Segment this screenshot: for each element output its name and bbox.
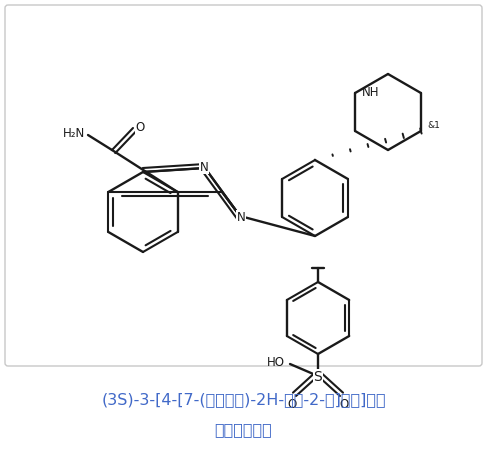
Text: S: S (314, 370, 322, 384)
Text: O: O (287, 398, 297, 411)
Text: (3S)-3-[4-[7-(氨基羰基)-2H-吲唑-2-基]苯基]哌啶: (3S)-3-[4-[7-(氨基羰基)-2H-吲唑-2-基]苯基]哌啶 (101, 392, 386, 407)
FancyBboxPatch shape (5, 5, 482, 366)
Text: O: O (339, 398, 349, 411)
Text: HO: HO (267, 356, 285, 368)
Text: &1: &1 (427, 120, 440, 129)
Text: O: O (135, 120, 145, 133)
Text: H₂N: H₂N (63, 126, 85, 140)
Text: 对甲苯磺酸盐: 对甲苯磺酸盐 (215, 423, 272, 438)
Text: NH: NH (362, 86, 380, 100)
Text: N: N (237, 211, 245, 224)
Text: N: N (200, 160, 208, 173)
